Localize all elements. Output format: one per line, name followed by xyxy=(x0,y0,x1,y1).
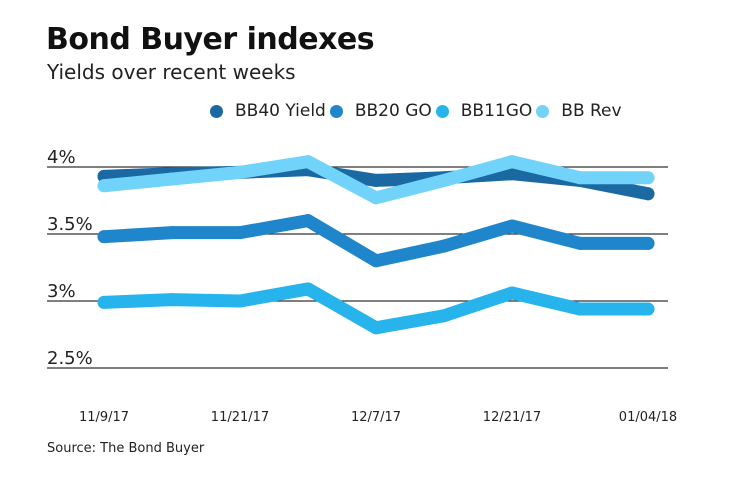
x-tick-label: 12/7/17 xyxy=(351,410,401,425)
x-tick-label: 11/9/17 xyxy=(79,410,129,425)
data-point xyxy=(437,309,451,323)
data-point xyxy=(165,293,179,307)
data-point xyxy=(233,226,247,240)
data-point xyxy=(641,171,655,185)
data-point xyxy=(505,155,519,169)
source-note: Source: The Bond Buyer xyxy=(47,441,205,456)
data-point xyxy=(369,321,383,335)
data-point xyxy=(641,236,655,250)
data-point xyxy=(369,254,383,268)
data-point xyxy=(97,230,111,244)
data-point xyxy=(505,219,519,233)
data-point xyxy=(505,286,519,300)
legend-dot-icon xyxy=(536,104,550,118)
chart-subtitle: Yields over recent weeks xyxy=(47,60,296,84)
legend-dot-icon xyxy=(435,104,449,118)
legend-label: BB40 Yield xyxy=(235,101,326,121)
legend-label: BB20 GO xyxy=(354,101,432,121)
data-point xyxy=(641,187,655,201)
data-point xyxy=(573,302,587,316)
legend-label: BB Rev xyxy=(561,101,622,121)
legend: BB40 Yield BB20 GO BB11GO BB Rev xyxy=(210,101,626,121)
legend-dot-icon xyxy=(210,104,223,118)
legend-item: BB20 GO xyxy=(329,101,432,121)
x-tick-label: 01/04/18 xyxy=(619,410,677,425)
x-tick-label: 11/21/17 xyxy=(211,410,269,425)
data-point xyxy=(641,302,655,316)
chart-title: Bond Buyer indexes xyxy=(46,22,375,57)
legend-item: BB11GO xyxy=(435,101,533,121)
data-point xyxy=(437,239,451,253)
legend-label: BB11GO xyxy=(460,101,533,121)
y-tick-label: 3.5% xyxy=(47,214,93,235)
data-point xyxy=(437,173,451,187)
data-point xyxy=(165,172,179,186)
data-point xyxy=(573,236,587,250)
legend-dot-icon xyxy=(329,104,343,118)
data-point xyxy=(233,165,247,179)
y-tick-label: 4% xyxy=(47,147,76,168)
data-point xyxy=(233,294,247,308)
data-point xyxy=(97,179,111,193)
y-tick-label: 2.5% xyxy=(47,348,93,369)
data-point xyxy=(573,171,587,185)
y-tick-label: 3% xyxy=(47,281,76,302)
data-point xyxy=(165,226,179,240)
data-point xyxy=(301,282,315,296)
legend-item: BB Rev xyxy=(536,101,622,121)
data-point xyxy=(97,295,111,309)
legend-item: BB40 Yield xyxy=(210,101,326,121)
data-point xyxy=(301,155,315,169)
data-point xyxy=(301,214,315,228)
data-point xyxy=(369,173,383,187)
x-tick-label: 12/21/17 xyxy=(483,410,541,425)
data-point xyxy=(505,167,519,181)
data-point xyxy=(369,191,383,205)
